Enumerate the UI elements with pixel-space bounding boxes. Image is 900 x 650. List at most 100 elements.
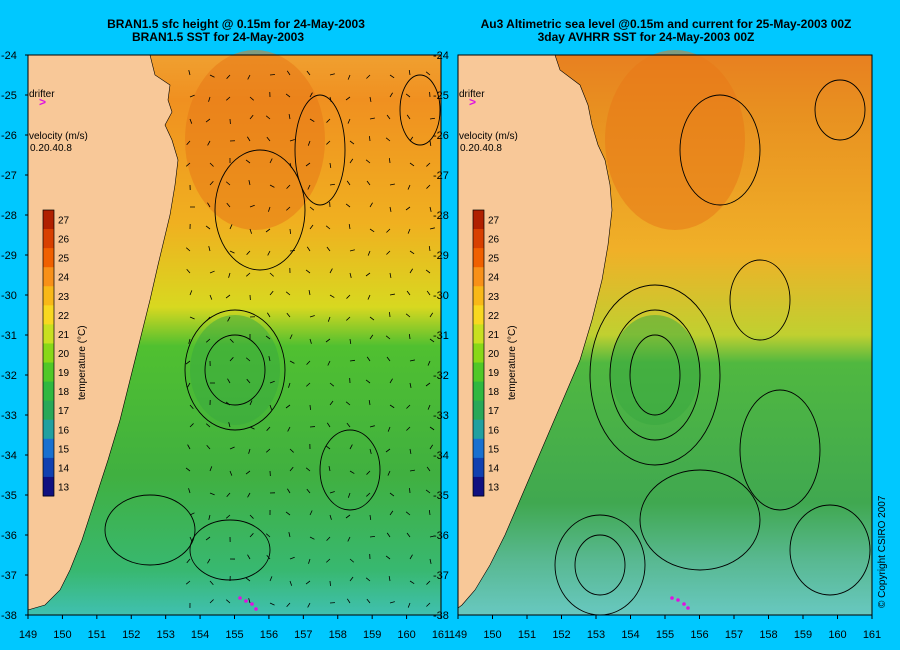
velocity-arrow — [326, 246, 331, 252]
left-drifter-symbol: > — [39, 95, 46, 109]
right-colorbar-tick: 14 — [488, 463, 500, 474]
velocity-arrow — [329, 73, 335, 76]
velocity-arrow — [205, 423, 211, 428]
left-colorbar-swatch — [43, 324, 54, 344]
right-colorbar-frame — [472, 209, 485, 497]
velocity-arrow — [425, 269, 431, 274]
right-sea-surface — [458, 55, 872, 615]
velocity-arrow — [329, 294, 335, 298]
velocity-arrow — [409, 359, 415, 362]
velocity-arrow — [366, 598, 371, 604]
velocity-arrow — [407, 184, 411, 190]
left-contour — [104, 494, 196, 566]
velocity-arrow — [429, 558, 432, 564]
velocity-arrow — [369, 117, 375, 120]
velocity-arrow — [345, 401, 351, 406]
velocity-arrow — [389, 378, 393, 384]
velocity-arrow — [389, 92, 393, 98]
velocity-arrow — [349, 576, 354, 582]
velocity-arrow — [369, 514, 372, 521]
left-contour — [184, 309, 286, 431]
velocity-arrow — [245, 357, 251, 362]
velocity-arrow — [265, 228, 271, 233]
velocity-arrow — [426, 466, 431, 472]
velocity-arrow — [348, 223, 351, 230]
right-contour — [554, 514, 646, 616]
right-colorbar-tick: 18 — [488, 387, 500, 398]
velocity-arrow — [349, 444, 353, 450]
velocity-arrow — [265, 533, 271, 538]
velocity-arrow — [409, 487, 411, 494]
velocity-arrow — [227, 316, 231, 322]
velocity-arrow — [307, 140, 311, 146]
right-title-line1: Au3 Altimetric sea level @0.15m and curr… — [480, 17, 852, 31]
drifter-track-point — [244, 599, 248, 603]
velocity-arrow — [309, 92, 313, 98]
velocity-arrow — [389, 157, 391, 164]
velocity-arrow — [225, 599, 231, 604]
right-contour — [629, 334, 681, 416]
right-colorbar-tick: 13 — [488, 482, 500, 493]
velocity-arrow — [349, 558, 355, 563]
right-colorbar-tick: 15 — [488, 444, 500, 455]
velocity-arrow — [249, 514, 254, 519]
right-colorbar-tick: 27 — [488, 216, 500, 227]
right-colorbar-swatch — [473, 229, 484, 249]
velocity-arrow — [189, 290, 193, 296]
velocity-arrow — [389, 272, 392, 278]
velocity-arrow — [326, 422, 331, 428]
left-colorbar-swatch — [43, 343, 54, 364]
left-contour — [319, 429, 381, 511]
velocity-arrow — [409, 448, 412, 454]
velocity-arrow — [366, 180, 371, 186]
velocity-arrow — [409, 580, 415, 585]
velocity-arrow — [229, 224, 233, 230]
velocity-arrow — [248, 448, 251, 454]
velocity-arrow — [405, 93, 411, 98]
left-lat-tick-label: -37 — [1, 570, 17, 582]
velocity-arrow — [249, 533, 254, 538]
left-lon-tick-label: 161 — [432, 629, 450, 641]
right-colorbar-swatch — [473, 324, 484, 344]
left-title-line1: BRAN1.5 sfc height @ 0.15m for 24-May-20… — [107, 17, 365, 31]
velocity-arrow — [185, 360, 191, 365]
right-colorbar-tick: 17 — [488, 406, 500, 417]
left-colorbar-swatch — [43, 438, 54, 459]
velocity-arrow — [287, 426, 291, 432]
velocity-arrow — [307, 602, 311, 608]
velocity-arrow — [426, 602, 431, 607]
velocity-arrow — [207, 558, 211, 564]
velocity-arrow — [249, 96, 254, 101]
left-lon-tick-label: 154 — [191, 629, 209, 641]
left-colorbar-tick: 14 — [58, 463, 70, 474]
velocity-arrow — [367, 250, 371, 256]
velocity-arrow — [406, 404, 411, 409]
velocity-arrow — [209, 162, 214, 167]
left-cold-eddy — [190, 315, 280, 425]
right-colorbar-swatch — [473, 343, 484, 364]
left-colorbar-tick: 16 — [58, 425, 70, 436]
left-colorbar-tick: 22 — [58, 311, 70, 322]
velocity-arrow — [286, 602, 291, 607]
left-colorbar-swatch — [43, 400, 54, 421]
velocity-arrow — [369, 316, 375, 321]
velocity-arrow — [226, 74, 231, 79]
velocity-arrow — [289, 162, 292, 168]
left-colorbar-swatch — [43, 476, 54, 497]
left-lat-tick-label: -32 — [1, 370, 17, 382]
left-velocity-label: velocity (m/s) — [29, 131, 88, 142]
right-colorbar-tick: 24 — [488, 273, 500, 284]
left-map: drifter> velocity (m/s)0.2 0.4 0.8 27 26 25 24 2… — [27, 50, 442, 616]
velocity-arrow — [409, 469, 415, 472]
right-colorbar-tick: 23 — [488, 292, 500, 303]
left-lon-tick-label: 156 — [260, 629, 278, 641]
velocity-arrow — [408, 69, 411, 76]
velocity-arrow — [346, 180, 351, 186]
right-lat-tick-label: -33 — [433, 410, 449, 422]
right-colorbar-swatch — [473, 210, 484, 230]
velocity-arrow — [189, 94, 195, 98]
left-colorbar-swatch — [43, 210, 54, 230]
right-drifter-label: drifter — [459, 89, 485, 100]
left-lat-tick-label: -26 — [1, 130, 17, 142]
